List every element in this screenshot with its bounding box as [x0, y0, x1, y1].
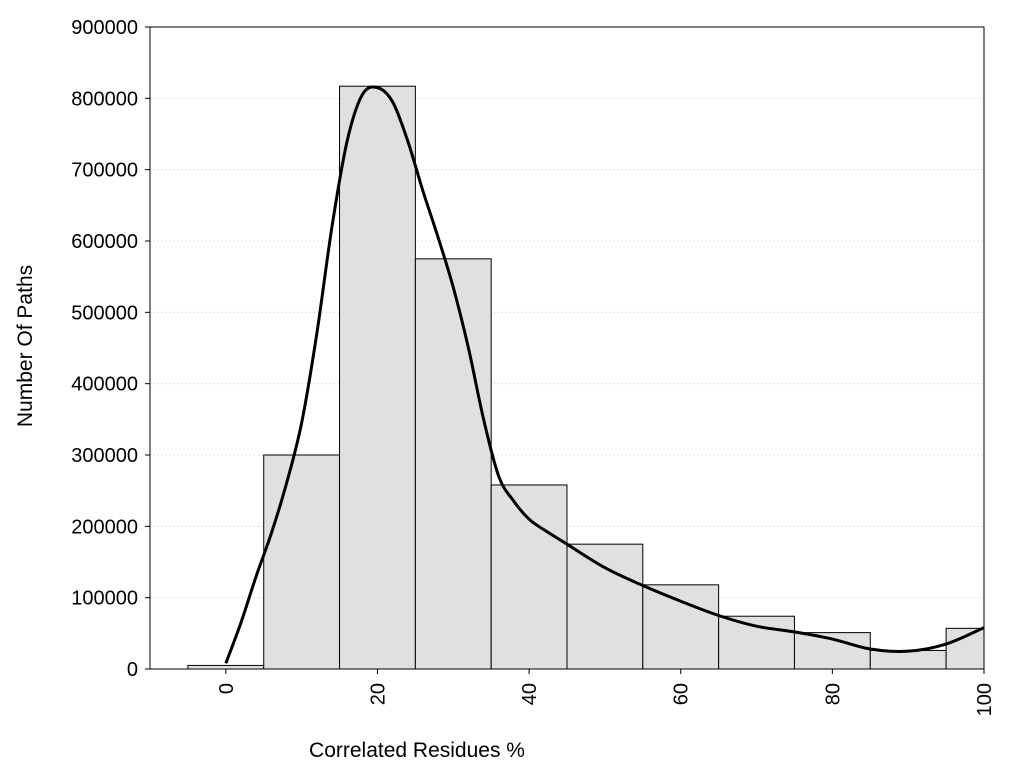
y-axis-ticks: 0 100000 200000 300000 400000 500000 600000 700… — [71, 17, 150, 681]
y-tick-label: 400000 — [71, 374, 138, 396]
bar — [339, 85, 416, 670]
x-tick-label: 20 — [367, 683, 389, 705]
bars — [187, 85, 985, 670]
bar — [869, 649, 947, 670]
bar — [718, 615, 795, 670]
x-tick-label: 40 — [519, 683, 541, 705]
x-tick-label: 100 — [974, 683, 996, 716]
density-curve-line — [224, 85, 985, 664]
x-tick-label: 80 — [822, 683, 844, 705]
bar — [945, 627, 985, 670]
x-tick-label: 60 — [671, 683, 693, 705]
y-axis-label: Number Of Paths — [14, 265, 37, 427]
bar — [414, 258, 492, 670]
y-tick-label: 100000 — [71, 588, 138, 610]
plot-frame — [149, 26, 985, 670]
y-tick-label: 700000 — [71, 160, 138, 182]
y-tick-label: 500000 — [71, 302, 138, 324]
y-tick-label: 300000 — [71, 445, 138, 467]
y-tick-label: 600000 — [71, 231, 138, 253]
bar — [490, 484, 568, 670]
x-axis-label: Correlated Residues % — [309, 739, 525, 762]
bar — [187, 664, 265, 670]
x-axis-ticks: 0 20 40 60 80 100 — [216, 669, 996, 716]
y-tick-label: 0 — [127, 659, 138, 681]
y-tick-label: 200000 — [71, 516, 138, 538]
density-curve — [224, 85, 985, 664]
y-tick-label: 900000 — [71, 17, 138, 39]
y-tick-label: 800000 — [71, 88, 138, 110]
bar — [642, 584, 720, 670]
bar — [566, 543, 644, 670]
x-tick-label: 0 — [216, 683, 238, 694]
bar — [263, 454, 341, 670]
